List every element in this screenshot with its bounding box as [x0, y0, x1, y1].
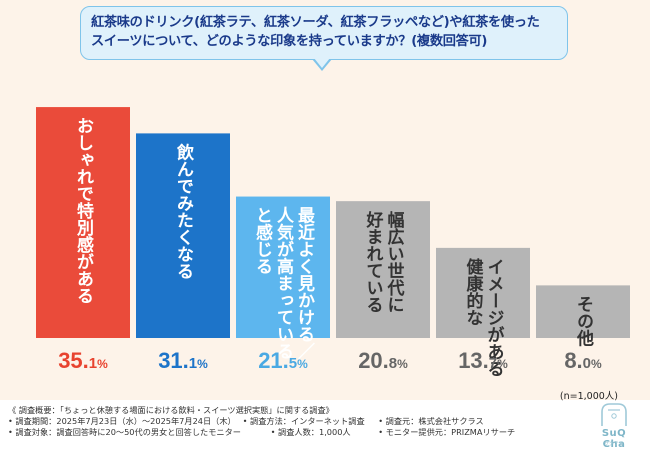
survey-method: • 調査方法：インターネット調査: [242, 416, 365, 426]
bar-1: [36, 107, 130, 338]
category-label-1-line-1: おしゃれで特別感がある: [73, 117, 95, 304]
title-pointer-inner: [314, 58, 330, 68]
chart-title: 紅茶味のドリンク(紅茶ラテ、紅茶ソーダ、紅茶フラッペなど)や紅茶を使った スイー…: [91, 13, 561, 51]
category-label-4-line-2: 好まれている: [363, 210, 385, 313]
bar-4: [336, 201, 430, 338]
survey-source: • 調査元：株式会社サクラス: [378, 416, 484, 426]
value-label-6: 8.0%: [564, 348, 602, 373]
value-label-5: 13.7%: [458, 348, 508, 373]
category-label-6-line-1: その他: [573, 295, 595, 346]
title-line-1: 紅茶味のドリンク(紅茶ラテ、紅茶ソーダ、紅茶フラッペなど)や紅茶を使った: [91, 15, 540, 30]
bar-5: [436, 247, 530, 338]
logo-sub: サクチャ: [604, 441, 624, 447]
value-label-1: 35.1%: [58, 348, 108, 373]
category-label-3-line-3: と感じる: [252, 207, 273, 275]
category-label-3-line-2: 人気が高まっている: [273, 207, 295, 360]
value-label-3: 21.5%: [258, 348, 308, 373]
category-label-5-line-2: 健康的な: [463, 257, 484, 326]
category-label-3-line-1: 最近よく見かける／: [294, 207, 316, 360]
title-line-2: スイーツについて、どのような印象を持っていますか？(複数回答可): [91, 34, 488, 49]
chart-title-box: 紅茶味のドリンク(紅茶ラテ、紅茶ソーダ、紅茶フラッペなど)や紅茶を使った スイー…: [80, 6, 568, 60]
survey-count: • 調査人数：1,000人: [270, 427, 351, 437]
survey-title: 《 調査概要：「ちょっと休憩する場面における飲料・スイーツ選択実態」に関する調査…: [8, 405, 334, 415]
category-label-5-line-1: イメージがある: [484, 258, 505, 377]
bar-chart: おしゃれで特別感がある 35.1% 飲んでみたくなる 31.1% 最近よく見かける／人気…: [36, 107, 630, 377]
survey-period: • 調査期間：2025年7月23日（水）～2025年7月24日（木）: [8, 416, 236, 426]
bar-3: [236, 196, 330, 338]
logo-name: SuQ Cha: [601, 428, 627, 450]
suqcha-logo-icon: [601, 403, 627, 426]
bar-2: [136, 133, 230, 338]
survey-footer: 《 調査概要：「ちょっと休憩する場面における飲料・スイーツ選択実態」に関する調査…: [8, 405, 568, 438]
sample-size: (n=1,000人): [559, 391, 618, 402]
value-label-4: 20.8%: [358, 348, 408, 373]
survey-subjects: • 調査対象：調査回答時に20～50代の男女と回答したモニター: [8, 427, 241, 437]
value-label-2: 31.1%: [158, 348, 208, 373]
bar-6: [536, 285, 630, 338]
survey-monitor: • モニター提供元：PRIZMAリサーチ: [378, 427, 516, 437]
category-label-2-line-1: 飲んでみたくなる: [173, 142, 195, 279]
category-label-4-line-1: 幅広い世代に: [384, 210, 406, 313]
